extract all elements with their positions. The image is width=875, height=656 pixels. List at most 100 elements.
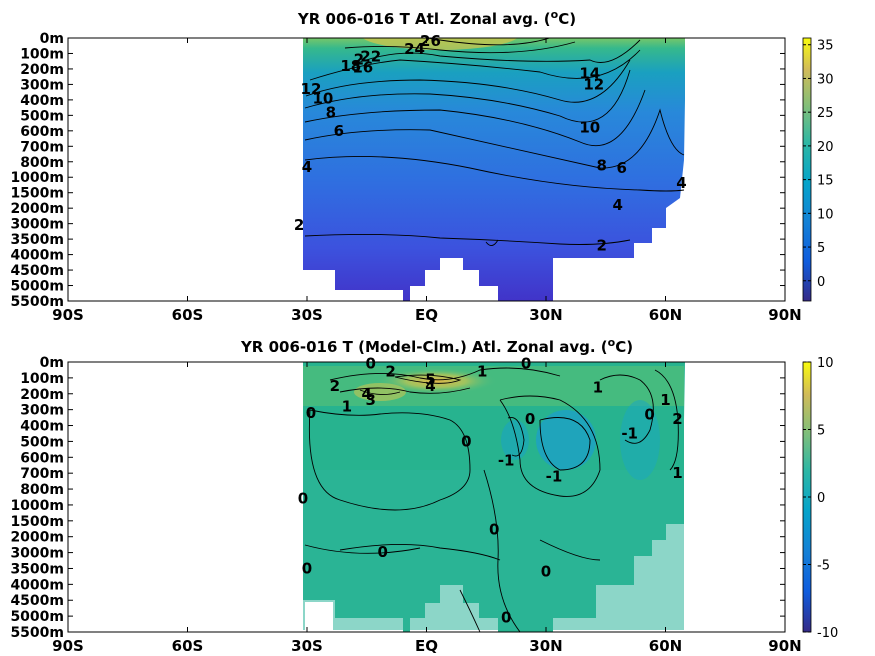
- y-tick-label: 1000m: [10, 498, 64, 514]
- contour-label: 6: [334, 122, 344, 140]
- colorbar-tick-label: 10: [817, 207, 834, 222]
- x-tick-label: 60S: [172, 306, 204, 324]
- x-tick-label: 90S: [52, 306, 84, 324]
- contour-label: 0: [306, 404, 316, 422]
- contour-label: 10: [312, 89, 333, 107]
- bottom-colorbar-ticks: 10 5 0 -5 -10: [803, 356, 838, 641]
- y-tick-label: 300m: [20, 403, 64, 419]
- y-tick-label: 0m: [40, 31, 64, 47]
- y-tick-label: 600m: [20, 450, 64, 466]
- colorbar-tick-label: 0: [817, 275, 825, 290]
- contour-label: 2: [597, 236, 607, 254]
- x-tick-label: 90S: [52, 637, 84, 655]
- bottom-contours: [304, 367, 679, 632]
- colorbar-tick-label: -10: [817, 626, 838, 641]
- y-tick-label: 5500m: [10, 625, 64, 641]
- y-tick-label: 400m: [20, 419, 64, 435]
- top-colorbar: [802, 37, 812, 302]
- contour-label: 3: [366, 391, 376, 409]
- y-tick-label: 3000m: [10, 546, 64, 562]
- top-panel: YR 006-016 T Atl. Zonal avg. (oC): [10, 8, 834, 324]
- colorbar-tick-label: 5: [817, 424, 825, 439]
- contour-label: 14: [579, 65, 600, 83]
- contour-label: -1: [621, 424, 638, 442]
- contour-label: 0: [298, 490, 308, 508]
- x-tick-label: EQ: [415, 306, 438, 324]
- contour-label: 12: [301, 80, 322, 98]
- contour-label: 0: [302, 559, 312, 577]
- contour-label: 2: [330, 377, 340, 395]
- y-tick-label: 200m: [20, 62, 64, 78]
- contour-label: 0: [377, 543, 387, 561]
- top-y-ticks: 0m100m200m300m400m500m600m700m800m1000m1…: [10, 31, 785, 310]
- top-contours: [304, 38, 685, 246]
- x-tick-label: 60N: [649, 637, 682, 655]
- colorbar-tick-label: 20: [817, 140, 834, 155]
- contour-label: 0: [525, 410, 535, 428]
- colorbar-tick-label: 25: [817, 106, 834, 121]
- contour-label: 0: [366, 355, 376, 373]
- contour-label: -1: [498, 451, 515, 469]
- y-tick-label: 400m: [20, 93, 64, 109]
- y-tick-label: 100m: [20, 371, 64, 387]
- top-title: YR 006-016 T Atl. Zonal avg. (oC): [297, 8, 576, 28]
- bottom-y-ticks: 0m100m200m300m400m500m600m700m800m1000m1…: [10, 355, 785, 641]
- colorbar-tick-label: 10: [817, 356, 834, 371]
- y-tick-label: 500m: [20, 434, 64, 450]
- y-tick-label: 4500m: [10, 593, 64, 609]
- x-tick-label: 30S: [291, 637, 323, 655]
- y-tick-label: 2000m: [10, 530, 64, 546]
- x-tick-label: 30S: [291, 306, 323, 324]
- top-plot-area: [290, 38, 685, 301]
- bottom-x-ticks: 90S 60S 30S EQ 30N 60N 90N: [52, 362, 802, 655]
- contour-label: 0: [521, 355, 531, 373]
- contour-label: 1: [477, 363, 487, 381]
- y-tick-label: 1500m: [10, 186, 64, 202]
- x-tick-label: 90N: [768, 637, 801, 655]
- colorbar-tick-label: 0: [817, 491, 825, 506]
- y-tick-label: 4000m: [10, 248, 64, 264]
- contour-label: 22: [360, 48, 381, 66]
- y-tick-label: 3500m: [10, 561, 64, 577]
- contour-label: 4: [612, 196, 622, 214]
- contour-label: 1: [672, 464, 682, 482]
- contour-label: 18: [340, 57, 361, 75]
- contour-label: 0: [501, 609, 511, 627]
- y-tick-label: 3500m: [10, 232, 64, 248]
- contour-label: 0: [644, 405, 654, 423]
- x-tick-label: EQ: [415, 637, 438, 655]
- y-tick-label: 5000m: [10, 609, 64, 625]
- contour-label: 2: [672, 410, 682, 428]
- y-tick-label: 4500m: [10, 263, 64, 279]
- contour-label: 6: [616, 159, 626, 177]
- y-tick-label: 800m: [20, 482, 64, 498]
- y-tick-label: 600m: [20, 124, 64, 140]
- contour-label: 4: [362, 385, 372, 403]
- contour-label: 26: [420, 32, 441, 50]
- contour-label: 24: [404, 40, 425, 58]
- top-x-ticks: 90S 60S 30S EQ 30N 60N 90N: [52, 38, 802, 324]
- contour-label: 16: [352, 58, 373, 76]
- y-tick-label: 500m: [20, 108, 64, 124]
- y-tick-label: 700m: [20, 139, 64, 155]
- contour-label: 12: [583, 75, 604, 93]
- contour-label: 1: [342, 397, 352, 415]
- y-tick-label: 800m: [20, 155, 64, 171]
- contour-label: 1: [660, 391, 670, 409]
- y-tick-label: 1000m: [10, 170, 64, 186]
- colorbar-tick-label: 15: [817, 174, 834, 189]
- x-tick-label: 60N: [649, 306, 682, 324]
- top-colorbar-ticks: 35 30 25 20 15 10 5 0: [803, 39, 834, 290]
- colorbar-tick-label: 5: [817, 241, 825, 256]
- y-tick-label: 0m: [40, 355, 64, 371]
- y-tick-label: 300m: [20, 77, 64, 93]
- top-warm-core: [290, 38, 590, 84]
- contour-label: 1: [593, 378, 603, 396]
- y-tick-label: 2000m: [10, 201, 64, 217]
- y-tick-label: 1500m: [10, 514, 64, 530]
- contour-label: 8: [597, 157, 607, 175]
- colorbar-tick-label: 30: [817, 72, 834, 87]
- contour-label: 0: [541, 563, 551, 581]
